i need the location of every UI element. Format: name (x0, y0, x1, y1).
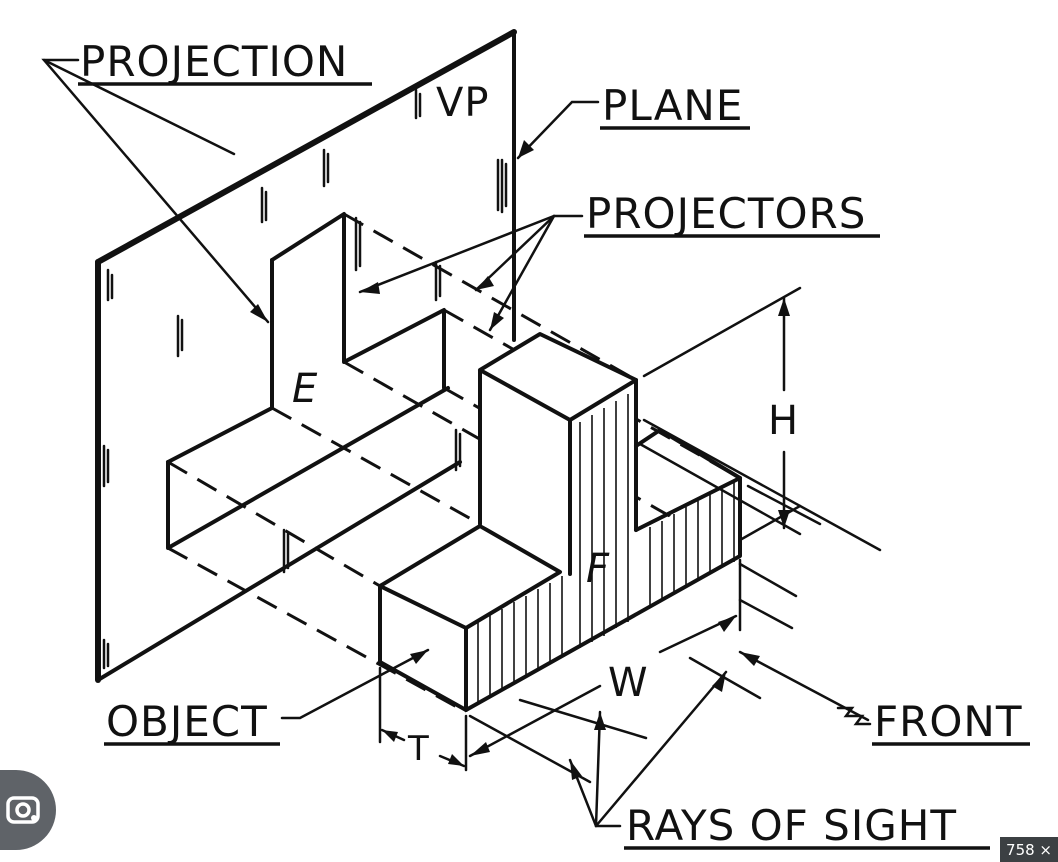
label-front: FRONT (874, 697, 1022, 746)
face-letter-e: E (292, 366, 318, 412)
rays-of-sight-lines (468, 418, 882, 784)
label-projection: PROJECTION (80, 37, 348, 86)
dimension-thickness: T (378, 666, 466, 769)
lens-search-button[interactable] (0, 770, 56, 850)
dimension-width: W (464, 558, 742, 772)
dim-label-t: T (407, 729, 429, 769)
vertical-plane (95, 29, 517, 683)
label-plane: PLANE (602, 81, 743, 130)
label-rays-of-sight: RAYS OF SIGHT (626, 801, 957, 850)
dimension-height: H (642, 286, 802, 542)
object-3d (378, 332, 742, 712)
hatched-side-face (477, 394, 735, 702)
dim-label-h: H (768, 398, 798, 444)
dim-label-w: W (608, 660, 648, 706)
label-projectors-group: PROJECTORS (584, 189, 880, 238)
label-front-group: FRONT (872, 697, 1030, 746)
label-projectors: PROJECTORS (586, 189, 866, 238)
camera-lens-icon (6, 796, 40, 824)
label-object-group: OBJECT (104, 697, 280, 746)
label-rays-of-sight-group: RAYS OF SIGHT (624, 801, 990, 850)
label-plane-group: PLANE (600, 81, 750, 130)
label-object: OBJECT (106, 697, 268, 746)
callout-leaders (41, 58, 872, 828)
image-size-badge: 758 × (1000, 837, 1058, 862)
plane-tag-vp: VP (436, 80, 489, 126)
face-letter-f: F (586, 546, 610, 592)
label-projection-group: PROJECTION (78, 37, 372, 86)
